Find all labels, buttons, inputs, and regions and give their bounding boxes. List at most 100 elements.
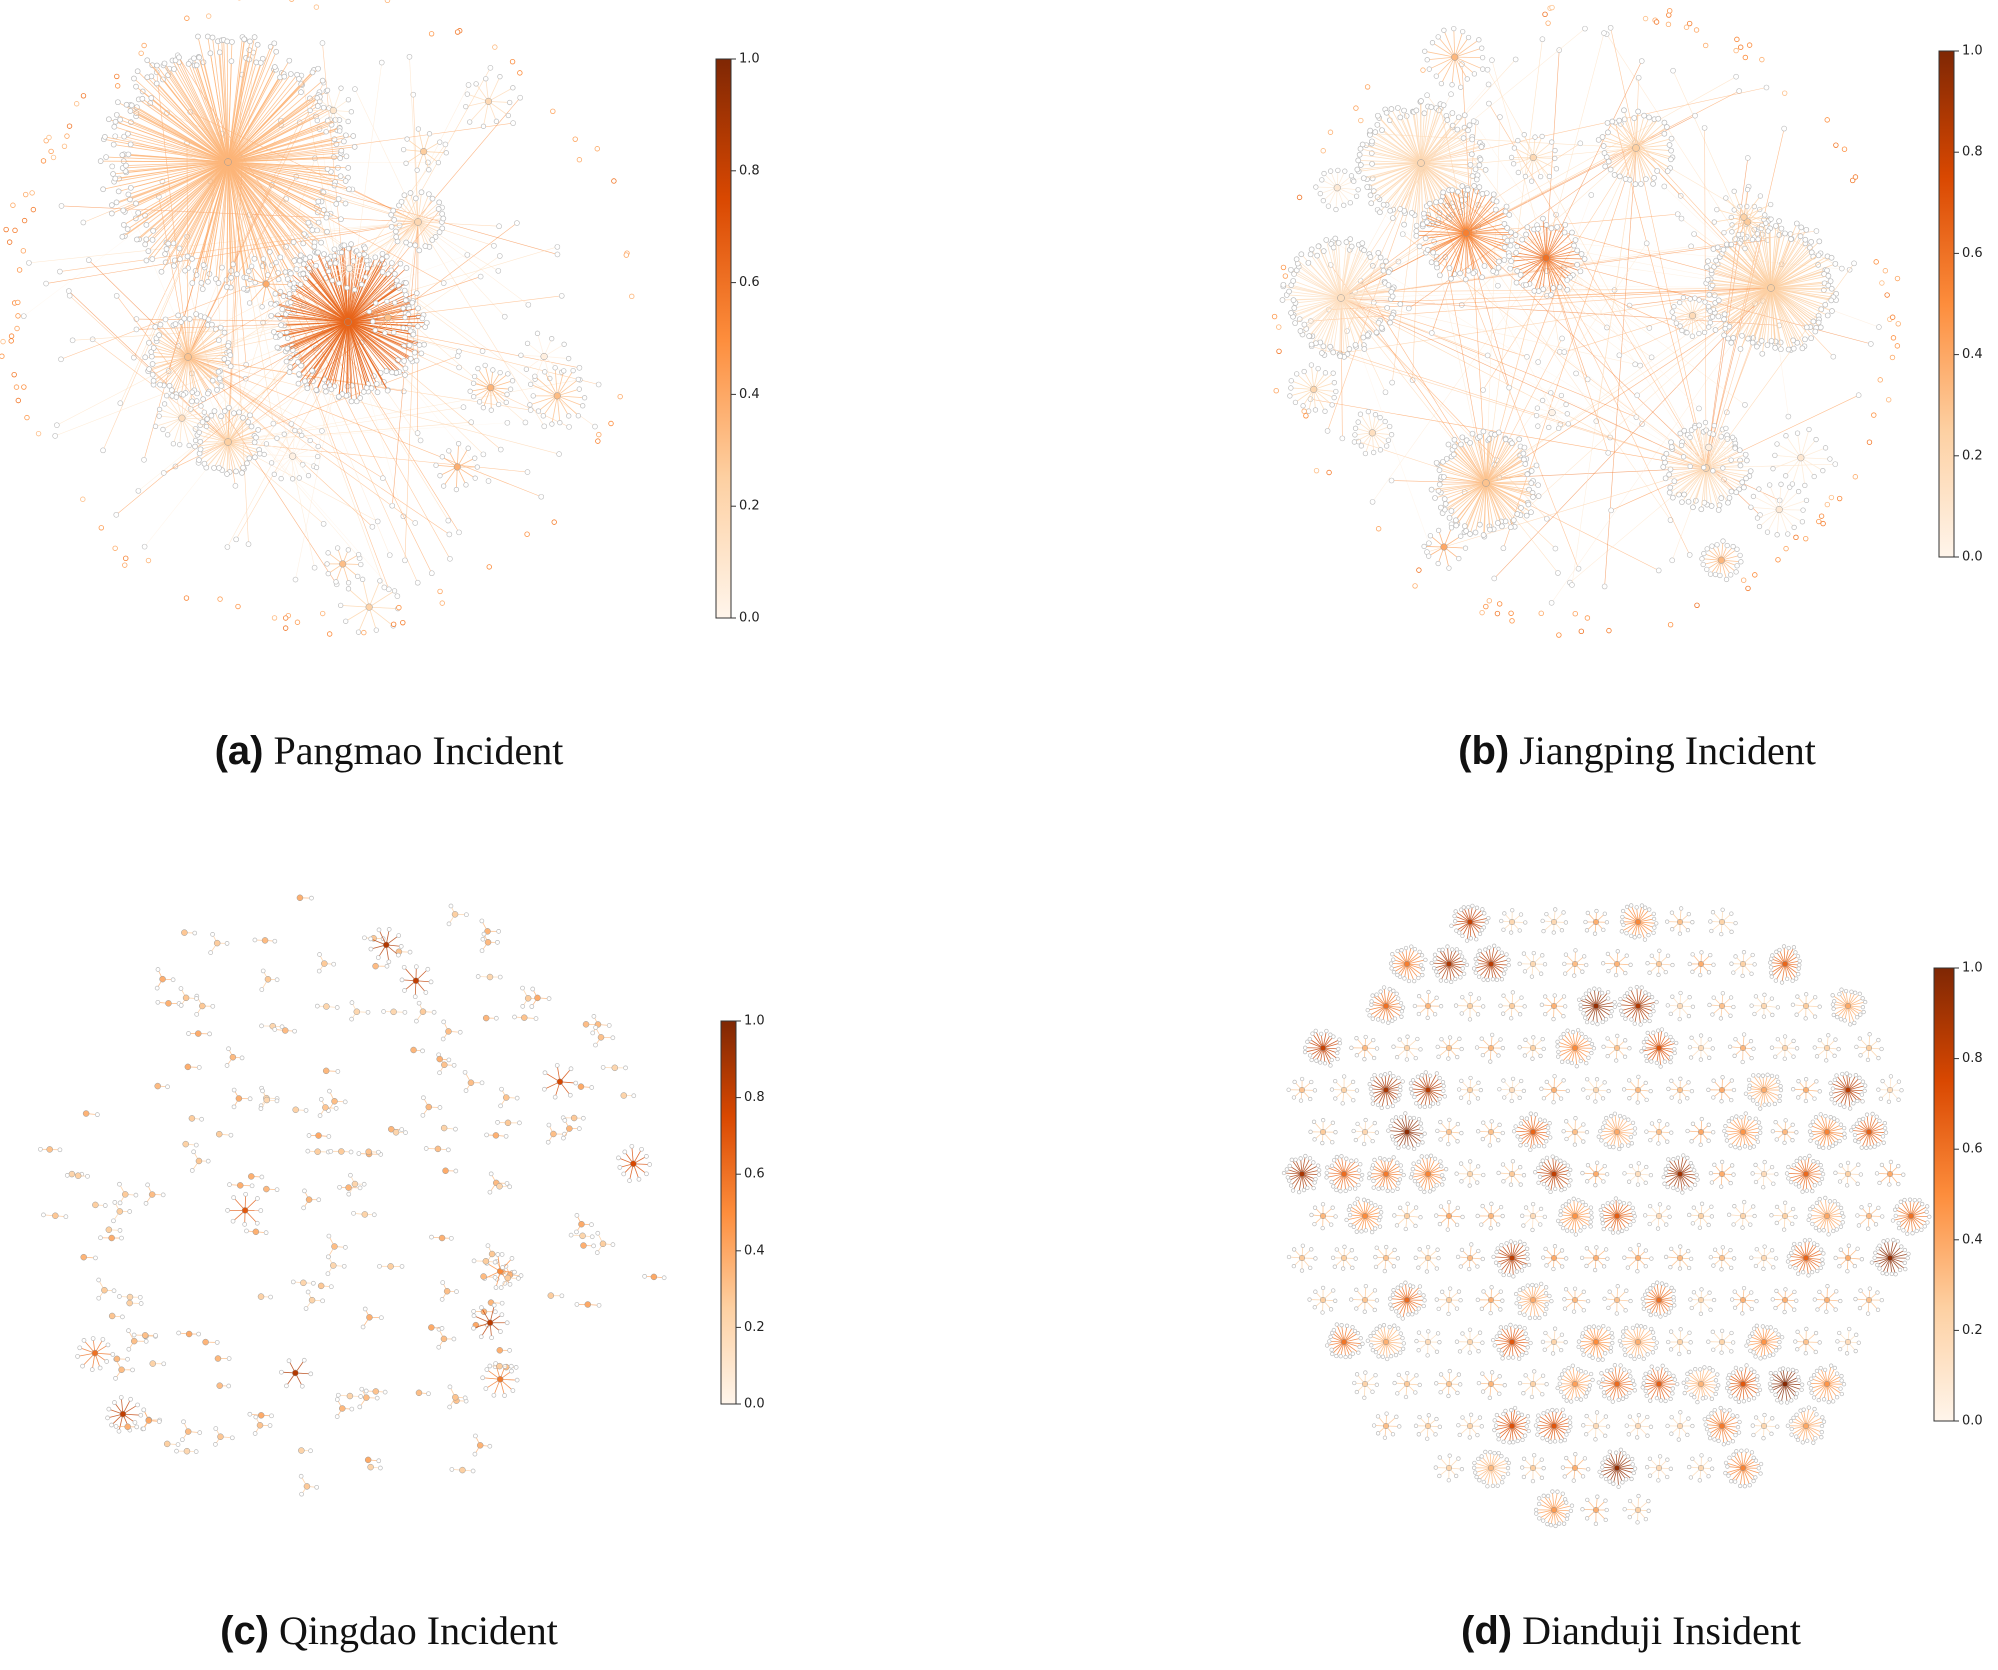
- node: [334, 1397, 340, 1402]
- edge: [184, 161, 229, 271]
- node: [307, 95, 313, 102]
- edge: [173, 161, 229, 244]
- node: [409, 299, 416, 306]
- node: [1512, 56, 1519, 63]
- hub: [262, 280, 270, 288]
- node: [1669, 557, 1675, 564]
- node: [1495, 282, 1501, 289]
- node: [139, 95, 146, 102]
- node: [1808, 335, 1814, 342]
- node: [1750, 493, 1757, 500]
- hub: [1462, 229, 1470, 237]
- hub: [438, 1234, 446, 1242]
- node: [133, 1192, 139, 1198]
- hub: [484, 97, 493, 105]
- node: [1546, 173, 1553, 180]
- edge: [227, 77, 281, 163]
- node: [1737, 346, 1744, 352]
- node: [422, 243, 429, 249]
- edge: [347, 321, 378, 393]
- hub: [214, 1355, 222, 1362]
- node: [186, 1031, 191, 1036]
- node: [1599, 134, 1606, 140]
- node: [210, 1003, 216, 1009]
- edge: [103, 161, 229, 190]
- edge: [1313, 389, 1333, 406]
- node: [148, 95, 155, 101]
- node: [109, 163, 116, 170]
- node: [1435, 560, 1441, 567]
- node: [1373, 329, 1380, 336]
- edge: [307, 321, 349, 389]
- node: [77, 1345, 83, 1351]
- node: [1665, 21, 1672, 28]
- hub: [91, 1349, 99, 1357]
- node: [48, 148, 54, 155]
- node: [275, 276, 282, 283]
- hub: [126, 1299, 133, 1307]
- node: [315, 65, 321, 72]
- node: [1513, 249, 1519, 256]
- node: [259, 987, 265, 992]
- hub: [1451, 53, 1459, 61]
- node: [1670, 315, 1677, 321]
- node: [325, 570, 331, 577]
- node: [306, 1133, 312, 1138]
- node: [1480, 387, 1486, 393]
- node: [1506, 384, 1512, 391]
- node: [503, 1133, 509, 1139]
- node: [1449, 187, 1456, 194]
- node: [266, 248, 273, 255]
- node: [1465, 34, 1472, 41]
- edge: [227, 161, 339, 200]
- node: [0, 353, 5, 359]
- edge: [302, 273, 349, 323]
- hub: [184, 353, 192, 361]
- node: [1744, 186, 1751, 193]
- node: [1331, 394, 1337, 401]
- node: [1539, 36, 1546, 43]
- node: [1424, 57, 1430, 63]
- node: [661, 1275, 667, 1281]
- node: [1478, 144, 1485, 150]
- node: [1733, 569, 1739, 575]
- node: [274, 1187, 280, 1193]
- node: [277, 254, 284, 261]
- node: [1790, 345, 1797, 352]
- edge: [173, 161, 229, 267]
- node: [196, 1065, 202, 1070]
- node: [1459, 183, 1466, 189]
- node: [412, 242, 419, 249]
- node: [1564, 411, 1570, 417]
- node: [194, 398, 200, 404]
- node: [226, 1356, 232, 1361]
- node: [58, 356, 64, 363]
- node: [1520, 450, 1527, 457]
- node: [143, 1338, 149, 1344]
- node: [203, 423, 210, 430]
- node: [146, 366, 152, 372]
- edge: [227, 161, 232, 278]
- edge: [88, 259, 189, 358]
- node: [150, 377, 157, 384]
- node: [1802, 236, 1809, 243]
- edge: [1311, 345, 1707, 469]
- node: [229, 39, 235, 45]
- node: [326, 631, 333, 637]
- node: [349, 1000, 355, 1005]
- node: [1523, 231, 1529, 238]
- node: [1616, 117, 1623, 124]
- node: [21, 217, 28, 224]
- node: [400, 619, 406, 626]
- node: [296, 257, 303, 264]
- node: [1680, 295, 1687, 301]
- node: [333, 201, 340, 207]
- edge: [295, 321, 349, 580]
- node: [1331, 380, 1337, 386]
- node: [196, 54, 203, 61]
- edge: [151, 97, 229, 163]
- edge: [227, 76, 285, 163]
- node: [449, 1467, 455, 1472]
- node: [1712, 571, 1719, 578]
- node: [496, 223, 502, 230]
